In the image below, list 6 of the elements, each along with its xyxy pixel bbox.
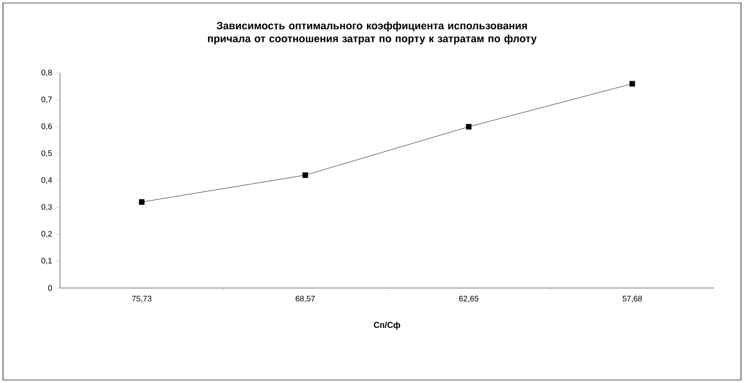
x-axis-title: Сп/Сф xyxy=(374,322,400,330)
point xyxy=(629,80,636,87)
point xyxy=(466,124,472,130)
point xyxy=(302,172,308,178)
chart-title: Зависимость оптимального коэффициента использования причала от соотношения затрат по порту к затратам по флоту xyxy=(208,22,537,44)
point xyxy=(138,199,145,205)
